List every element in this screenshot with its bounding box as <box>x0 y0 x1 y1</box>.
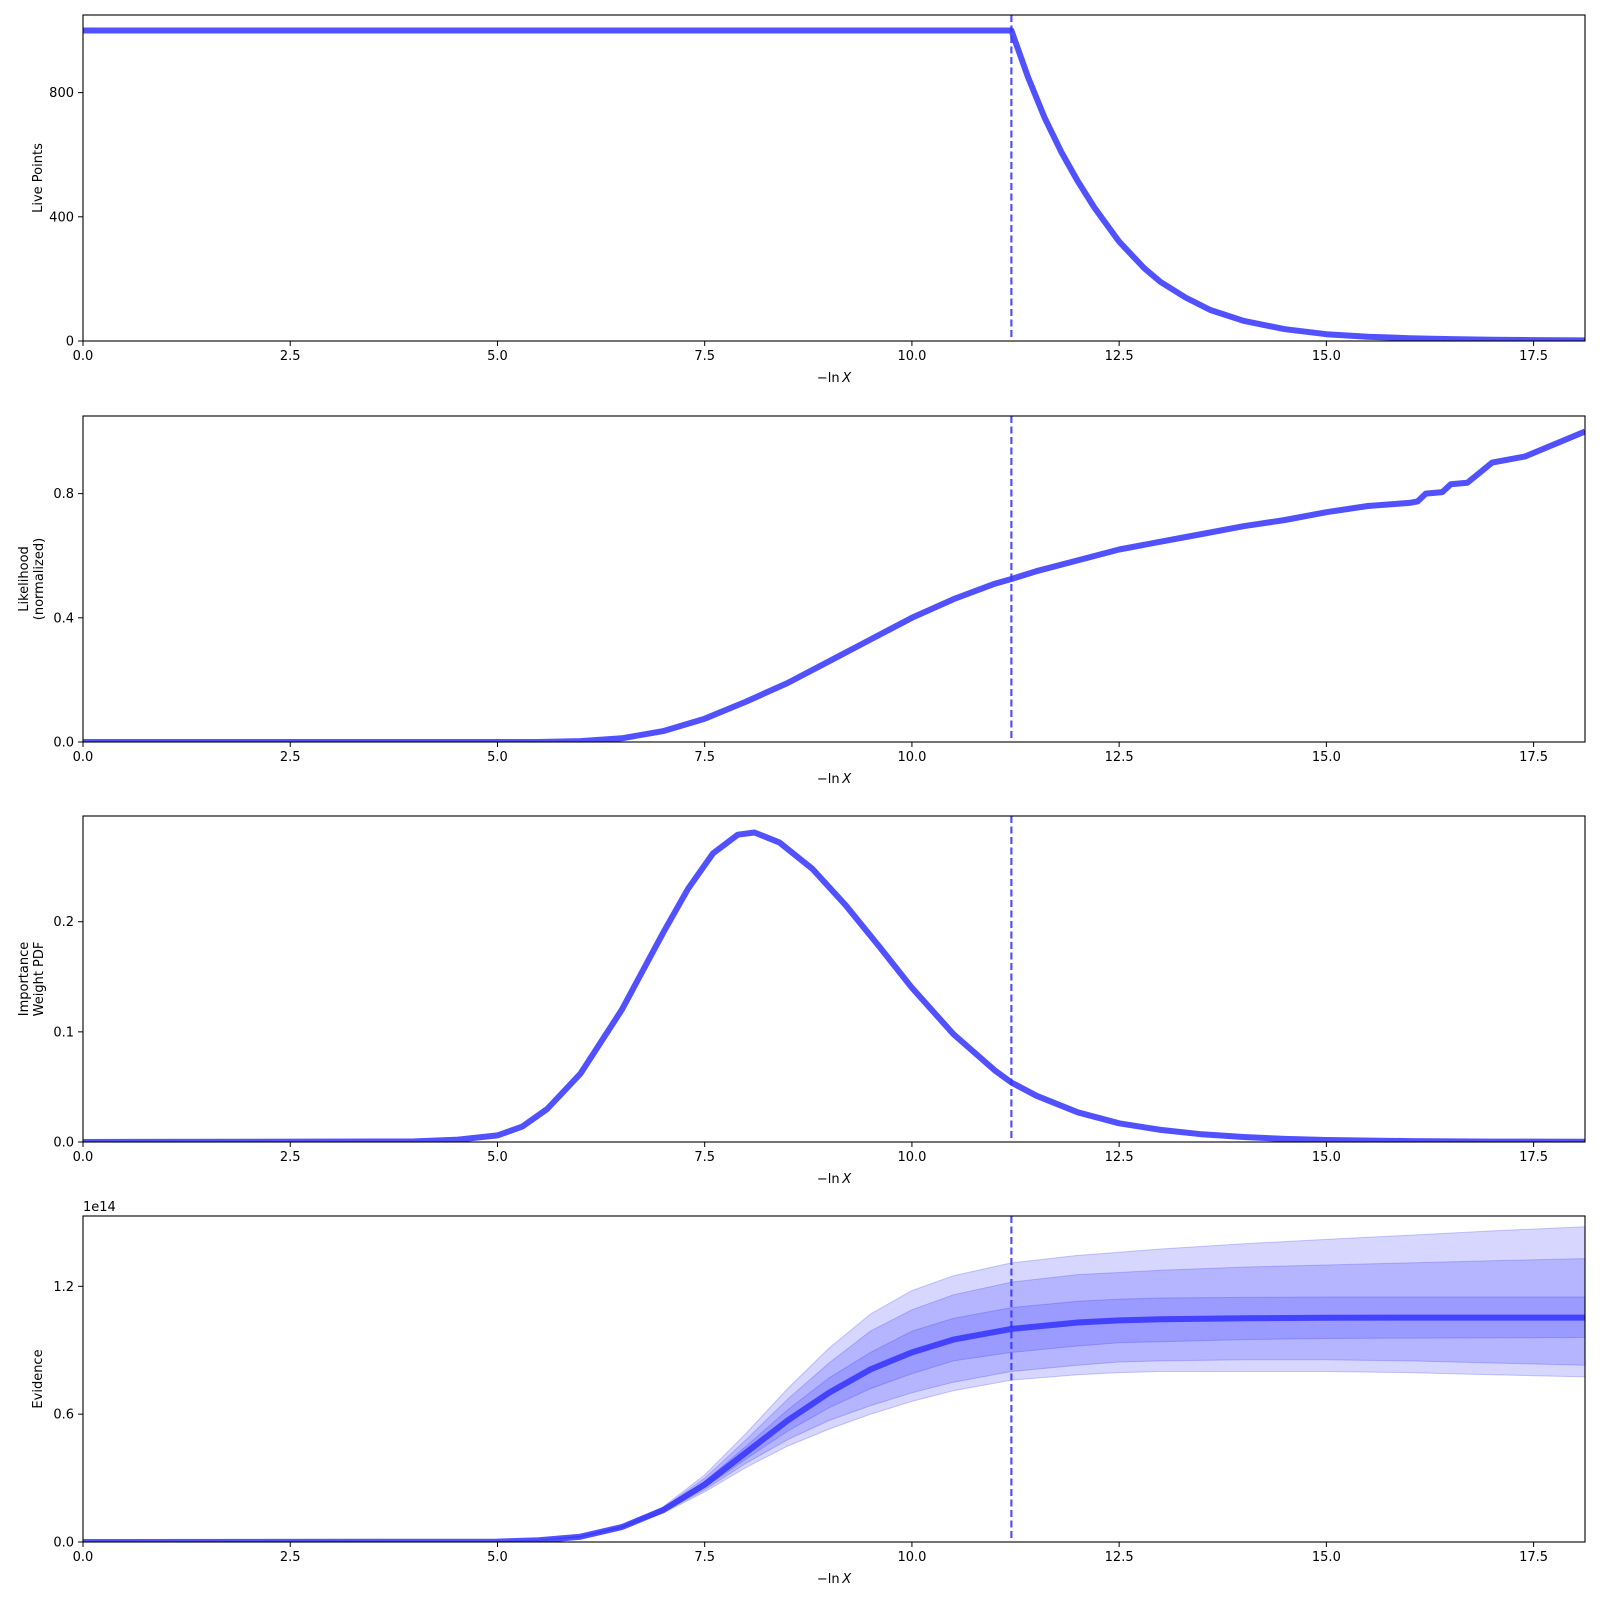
x-tick-label: 5.0 <box>487 349 508 364</box>
x-tick-label: 10.0 <box>897 1150 926 1165</box>
x-tick-label: 12.5 <box>1105 1150 1134 1165</box>
x-tick-label: 7.5 <box>694 750 715 765</box>
x-tick-label: 12.5 <box>1105 1550 1134 1565</box>
y-axis-label: Live Points <box>31 143 46 213</box>
x-axis-label-prefix: −ln <box>817 371 840 386</box>
x-tick-label: 0.0 <box>73 1150 94 1165</box>
x-tick-label: 7.5 <box>694 1150 715 1165</box>
series-line <box>83 829 1585 1142</box>
y-tick-label: 0.8 <box>53 487 74 502</box>
x-axis-label: −ln X <box>817 1572 852 1587</box>
y-tick-label: 0.0 <box>53 1536 74 1551</box>
y-tick-label: 0.1 <box>53 1025 74 1040</box>
axes-frame <box>82 14 1586 342</box>
x-axis-label: −ln X <box>817 371 852 386</box>
x-axis-label-variable: X <box>840 1172 853 1187</box>
axes-frame <box>82 415 1586 743</box>
x-tick-label: 2.5 <box>280 1150 301 1165</box>
panel-1: 0.0 2.5 5.0 7.5 10.0 12.5 15.0 17.5 0 400 800 −ln X… <box>31 14 1586 386</box>
plot-area <box>83 829 1585 1142</box>
y-axis-label: Weight PDF <box>32 942 47 1017</box>
x-tick-label: 2.5 <box>280 349 301 364</box>
y-tick-label: 400 <box>49 210 74 225</box>
series-line <box>83 27 1585 341</box>
axes-frame <box>82 1215 1586 1543</box>
panel-4: 0.0 2.5 5.0 7.5 10.0 12.5 15.0 17.5 0.0 0.6 1.2 −ln… <box>31 1200 1586 1587</box>
y-axis-label: Evidence <box>31 1349 46 1408</box>
x-tick-label: 17.5 <box>1519 1150 1548 1165</box>
x-axis-label-variable: X <box>840 772 853 787</box>
x-tick-label: 7.5 <box>694 349 715 364</box>
x-tick-label: 15.0 <box>1312 750 1341 765</box>
y-tick-label: 1.2 <box>53 1280 74 1295</box>
x-axis-label-variable: X <box>840 1572 853 1587</box>
x-tick-label: 12.5 <box>1105 750 1134 765</box>
x-axis-label-prefix: −ln <box>817 1572 840 1587</box>
x-tick-label: 17.5 <box>1519 349 1548 364</box>
uncertainty-band-1 <box>83 1296 1585 1542</box>
x-tick-label: 2.5 <box>280 1550 301 1565</box>
x-tick-label: 5.0 <box>487 750 508 765</box>
x-axis-label-prefix: −ln <box>817 1172 840 1187</box>
y-tick-label: 0.4 <box>53 611 74 626</box>
y-tick-label: 0 <box>66 335 74 350</box>
panel-2: 0.0 2.5 5.0 7.5 10.0 12.5 15.0 17.5 0.0 0.4 0.8 −ln… <box>17 415 1586 787</box>
x-tick-label: 5.0 <box>487 1150 508 1165</box>
y-tick-label: 800 <box>49 86 74 101</box>
y-axis-label: Likelihood <box>17 546 32 612</box>
x-tick-label: 15.0 <box>1312 349 1341 364</box>
y-tick-label: 0.0 <box>53 1136 74 1151</box>
y-axis-offset-label: 1e14 <box>83 1200 116 1215</box>
y-axis-label: (normalized) <box>32 538 47 620</box>
x-tick-label: 15.0 <box>1312 1150 1341 1165</box>
x-tick-label: 17.5 <box>1519 750 1548 765</box>
x-tick-label: 0.0 <box>73 349 94 364</box>
plot-area <box>83 428 1585 742</box>
axes-frame <box>82 815 1586 1143</box>
series-line <box>83 428 1585 742</box>
panel-3: 0.0 2.5 5.0 7.5 10.0 12.5 15.0 17.5 0.0 0.1 0.2 −ln… <box>17 815 1586 1187</box>
x-tick-label: 7.5 <box>694 1550 715 1565</box>
x-tick-label: 5.0 <box>487 1550 508 1565</box>
plot-area <box>83 27 1585 341</box>
x-tick-label: 17.5 <box>1519 1550 1548 1565</box>
x-tick-label: 10.0 <box>897 750 926 765</box>
plot-area <box>83 1226 1585 1542</box>
x-tick-label: 0.0 <box>73 1550 94 1565</box>
x-axis-label-prefix: −ln <box>817 772 840 787</box>
y-tick-label: 0.0 <box>53 736 74 751</box>
x-axis-label: −ln X <box>817 772 852 787</box>
x-tick-label: 0.0 <box>73 750 94 765</box>
uncertainty-band-3 <box>83 1226 1585 1542</box>
y-axis-label: Importance <box>17 942 32 1017</box>
uncertainty-band-2 <box>83 1258 1585 1542</box>
x-tick-label: 15.0 <box>1312 1550 1341 1565</box>
y-tick-label: 0.2 <box>53 915 74 930</box>
x-axis-label-variable: X <box>840 371 853 386</box>
x-tick-label: 12.5 <box>1105 349 1134 364</box>
x-tick-label: 2.5 <box>280 750 301 765</box>
x-tick-label: 10.0 <box>897 349 926 364</box>
x-tick-label: 10.0 <box>897 1550 926 1565</box>
series-line <box>83 1314 1585 1542</box>
y-tick-label: 0.6 <box>53 1408 74 1423</box>
x-axis-label: −ln X <box>817 1172 852 1187</box>
